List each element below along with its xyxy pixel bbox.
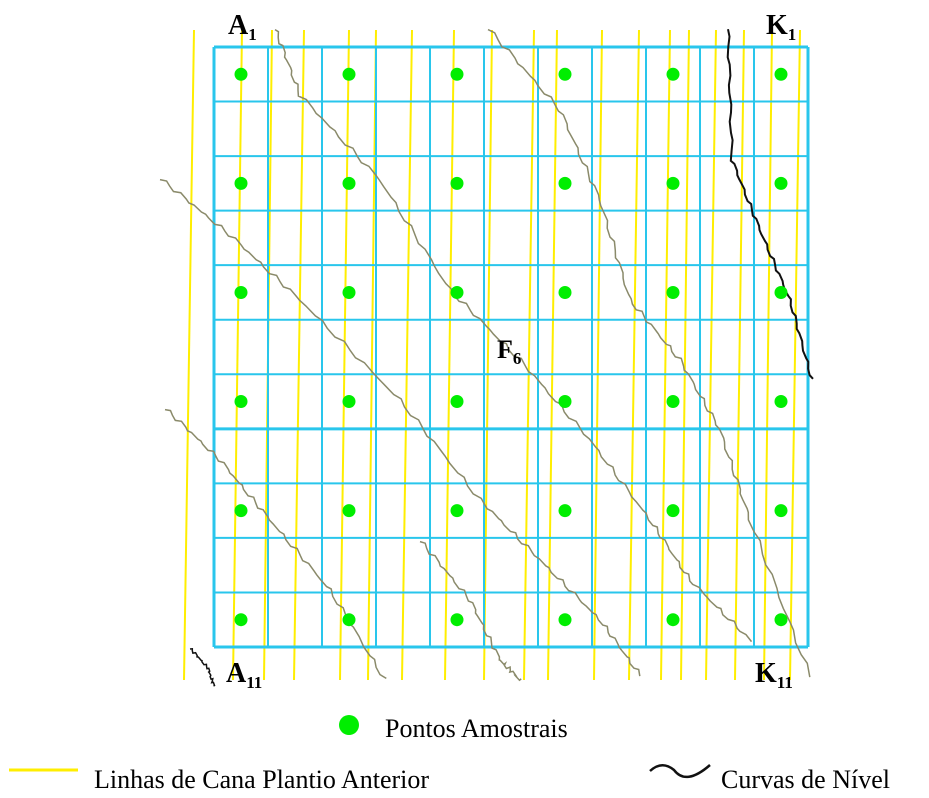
sample-point — [558, 395, 572, 408]
cane-line — [547, 29, 558, 681]
sample-point — [774, 613, 788, 627]
cane-line — [183, 29, 195, 681]
sampling-grid — [212, 45, 810, 649]
sample-point — [342, 613, 356, 627]
contour-line — [164, 408, 387, 680]
sample-point — [450, 67, 464, 81]
sample-point — [558, 504, 572, 518]
sample-point — [342, 395, 356, 408]
legend-symbols — [9, 715, 711, 779]
sample-point — [666, 176, 680, 190]
cane-line — [593, 29, 603, 681]
sample-point — [450, 176, 464, 190]
sample-point — [450, 613, 464, 627]
sample-point — [558, 67, 572, 81]
contour-line — [159, 178, 641, 677]
sample-point — [342, 286, 356, 299]
contour-line-dark — [726, 29, 814, 380]
sample-point — [774, 67, 788, 81]
sample-point — [234, 67, 248, 81]
legend-points-label: Pontos Amostrais — [385, 714, 568, 743]
sample-point — [774, 504, 788, 518]
label-k1: K1 — [766, 10, 797, 44]
cane-line — [367, 29, 377, 681]
cane-line — [444, 29, 455, 681]
legend-contours-label: Curvas de Nível — [721, 765, 890, 794]
sample-point — [558, 176, 572, 190]
sample-point — [774, 176, 788, 190]
cane-line — [789, 29, 801, 681]
sample-point — [234, 286, 248, 299]
sample-point — [666, 395, 680, 408]
sample-point — [558, 286, 572, 299]
cane-line — [232, 29, 243, 681]
cane-line — [523, 29, 535, 681]
label-k11: K11 — [755, 658, 793, 692]
sample-point — [342, 67, 356, 81]
sample-points-layer — [234, 67, 788, 627]
cane-line — [734, 29, 745, 681]
sample-point — [342, 504, 356, 518]
cane-line — [483, 29, 493, 681]
sample-point — [234, 395, 248, 408]
contour-line — [274, 28, 753, 643]
legend-cane-lines-label: Linhas de Cana Plantio Anterior — [94, 765, 430, 794]
sample-point — [666, 67, 680, 81]
sample-point — [774, 286, 788, 299]
label-f6: F6 — [497, 335, 522, 368]
contour-line — [419, 540, 522, 682]
cane-line — [628, 29, 640, 681]
sample-point — [234, 613, 248, 627]
cane-line — [680, 29, 690, 681]
legend-contour-symbol — [649, 764, 711, 779]
sample-point — [774, 395, 788, 408]
sample-point — [234, 176, 248, 190]
label-a1: A1 — [228, 10, 257, 44]
contour-line — [487, 28, 811, 678]
sample-point — [450, 395, 464, 408]
sample-point — [450, 504, 464, 518]
sample-point — [666, 613, 680, 627]
sample-point — [450, 286, 464, 299]
cane-line — [763, 29, 773, 681]
sample-point — [234, 504, 248, 518]
cane-line — [660, 29, 671, 681]
sample-point — [666, 504, 680, 518]
label-a11: A11 — [226, 658, 263, 692]
contour-line-dark — [189, 647, 216, 687]
cane-line — [339, 29, 350, 681]
cane-lines-layer — [183, 29, 801, 681]
legend-point-symbol — [339, 715, 359, 735]
sample-point — [666, 286, 680, 299]
cane-line — [293, 29, 305, 681]
sample-point — [558, 613, 572, 627]
cane-line — [705, 29, 717, 681]
sample-point — [342, 176, 356, 190]
cane-line — [401, 29, 413, 681]
